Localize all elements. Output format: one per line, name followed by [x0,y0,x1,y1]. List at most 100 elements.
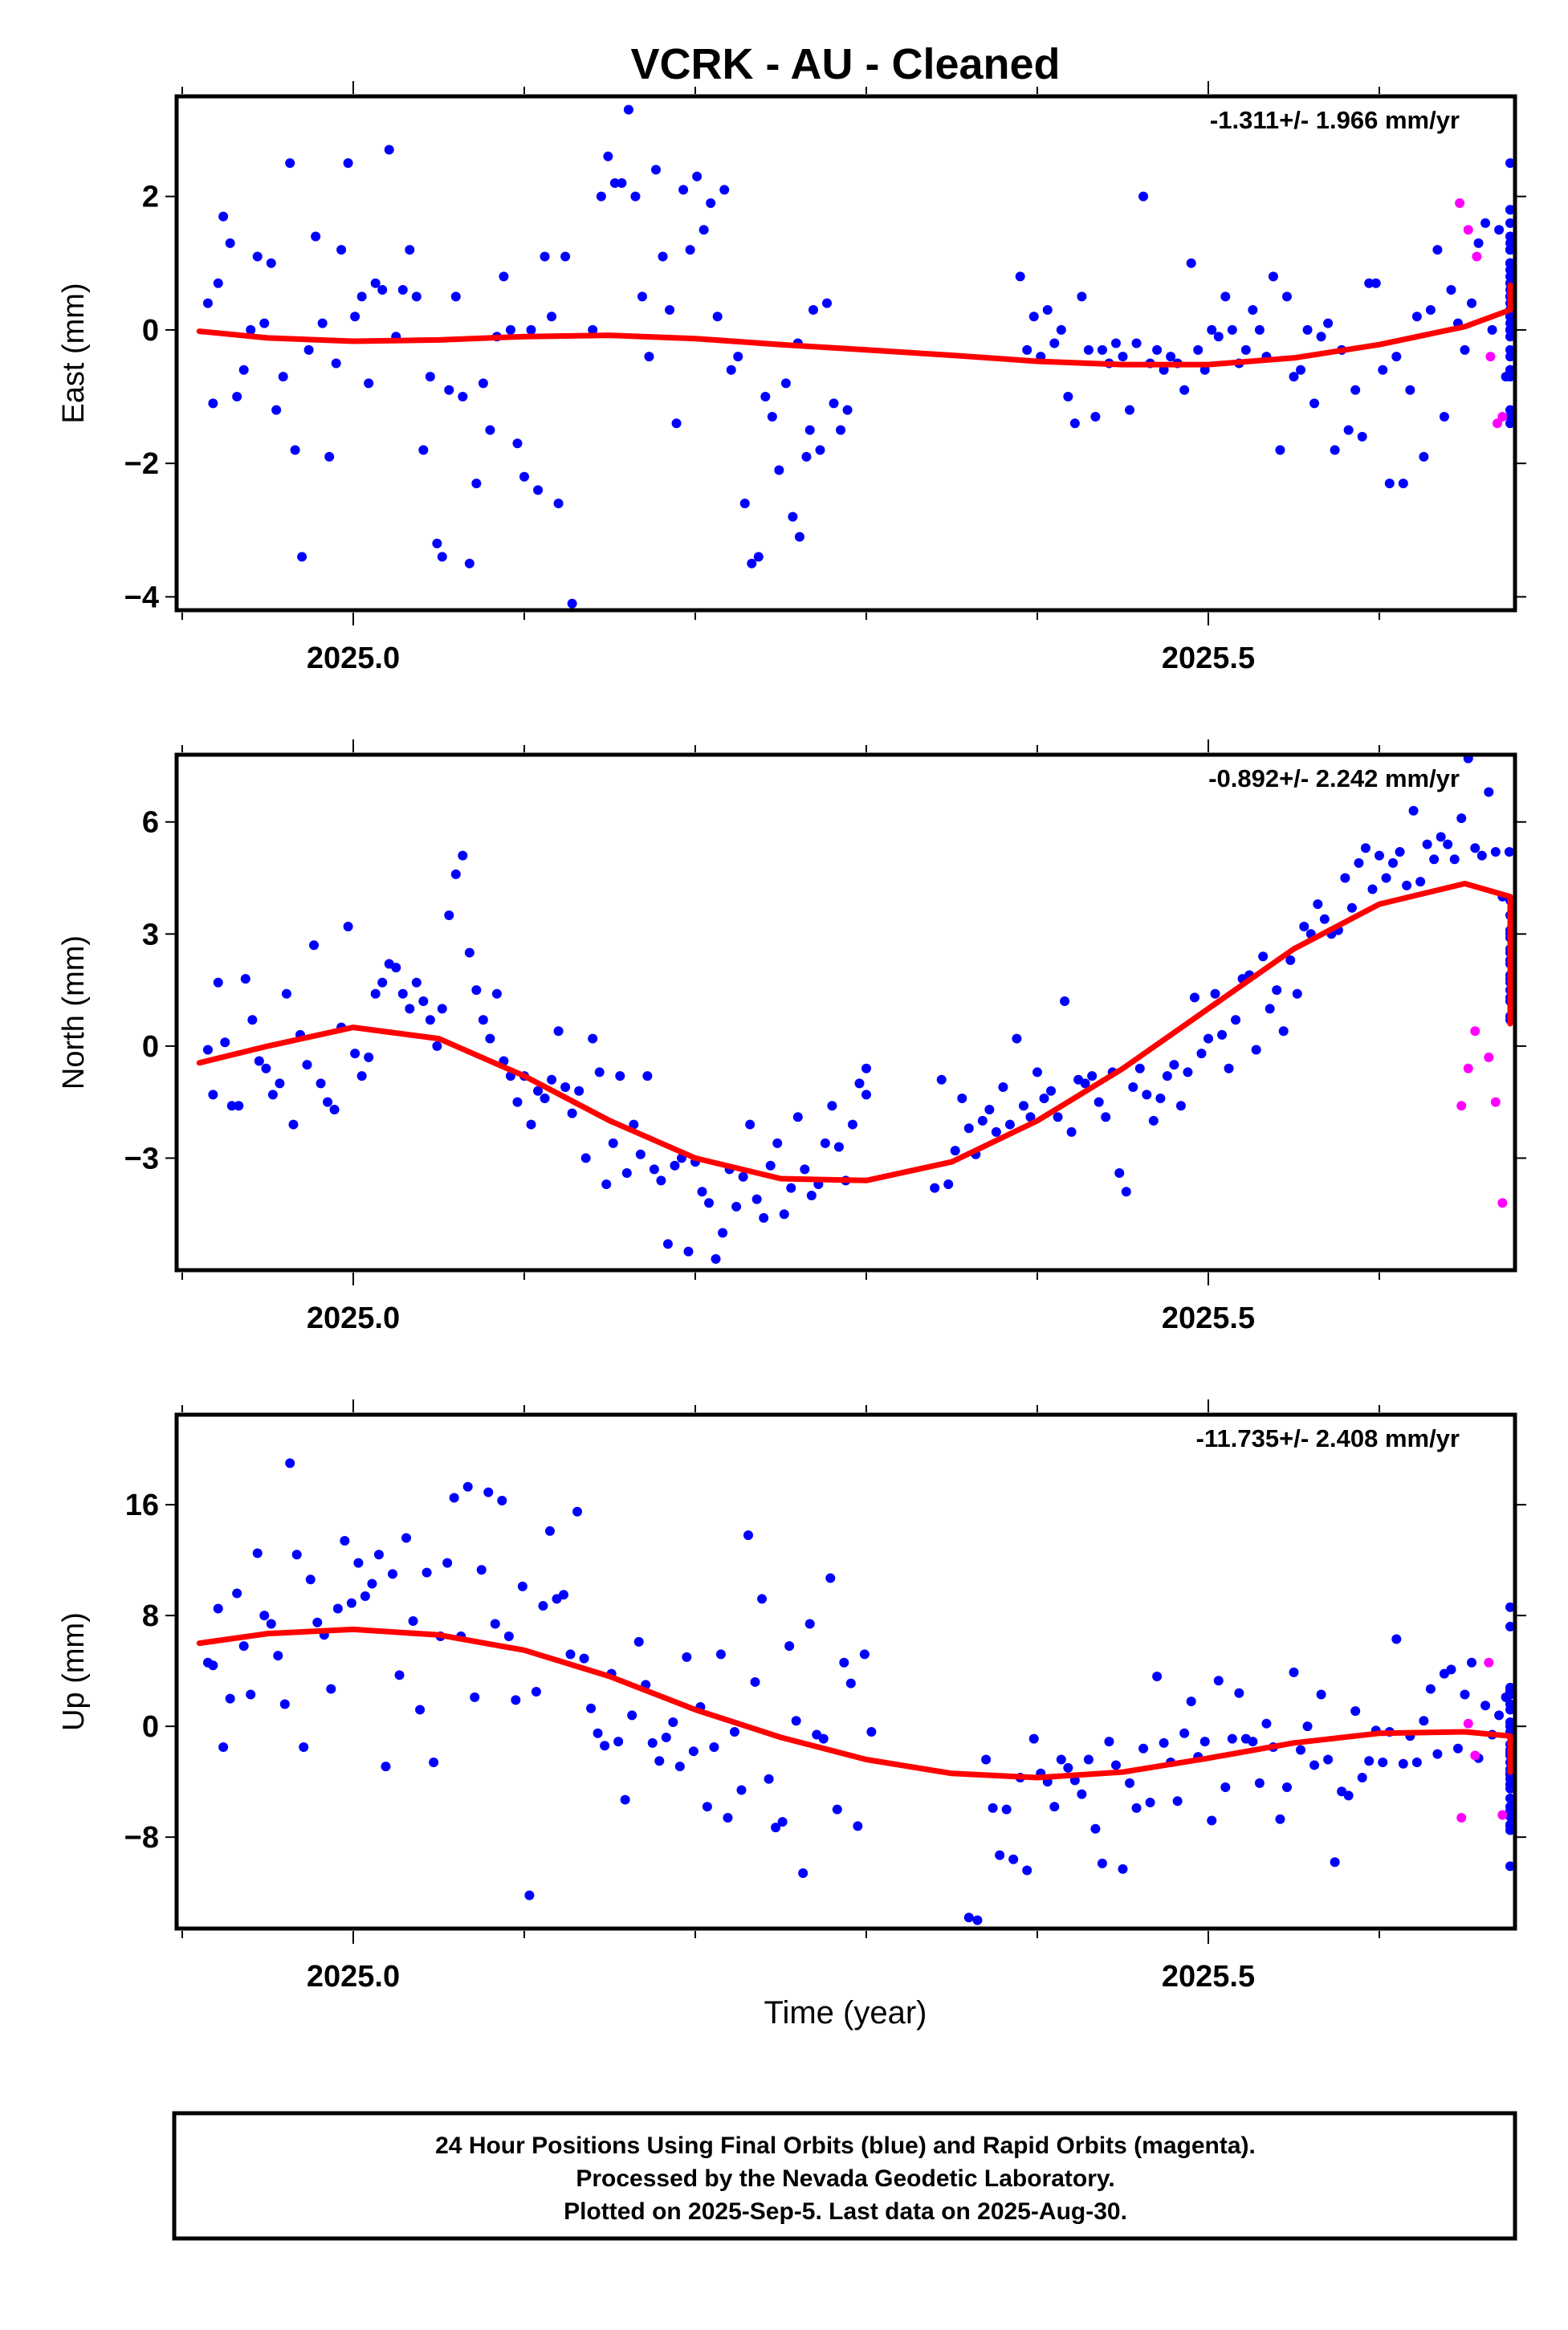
final-orbit-point [671,418,682,429]
final-orbit-point [1505,265,1515,275]
final-orbit-point [1012,1033,1022,1044]
final-orbit-point [1309,398,1320,409]
final-orbit-point [288,1119,299,1130]
final-orbit-point [751,1194,762,1204]
final-orbit-point [397,988,408,999]
final-orbit-point [1484,787,1494,797]
final-orbit-point [1490,846,1501,857]
final-orbit-point [565,1649,576,1660]
final-orbit-point [331,358,341,369]
final-orbit-point [303,344,314,355]
final-orbit-point [281,988,291,999]
final-orbit-point [1323,1754,1334,1765]
final-orbit-point [1425,1684,1436,1694]
final-orbit-point [792,1112,803,1122]
final-orbit-point [704,1198,715,1208]
final-orbit-point [1411,312,1422,322]
final-orbit-point [593,1728,603,1738]
final-orbit-point [963,1912,974,1923]
final-orbit-point [540,251,550,262]
final-orbit-point [544,1525,555,1536]
final-orbit-point [1432,245,1443,255]
rapid-orbit-point [1456,1101,1467,1111]
final-orbit-point [305,1574,316,1585]
final-orbit-point [1060,996,1070,1007]
final-orbit-point [957,1094,967,1103]
final-orbit-point [1281,291,1292,302]
final-orbit-point [836,425,846,435]
final-orbit-point [760,392,771,402]
final-orbit-point [1405,385,1415,395]
final-orbit-point [629,1119,639,1130]
rapid-orbit-point [1497,1198,1508,1208]
final-orbit-point [804,1619,815,1629]
final-orbit-point [842,405,853,415]
final-orbit-point [208,1090,218,1100]
final-orbit-point [1296,1745,1306,1755]
final-orbit-point [731,1201,742,1212]
final-orbit-point [698,225,709,235]
plot-frame [174,752,1517,1273]
final-orbit-point [218,1742,229,1753]
final-orbit-point [437,552,447,562]
footer-line-1: 24 Hour Positions Using Final Orbits (bl… [435,2132,1256,2159]
final-orbit-point [1022,1865,1032,1876]
final-orbit-point [1505,312,1515,322]
final-orbit-point [425,372,435,382]
final-orbit-point [1446,1664,1456,1675]
final-orbit-point [1128,1082,1138,1093]
final-orbit-point [861,1063,871,1073]
x-axis-label: Time (year) [764,1995,927,2031]
final-orbit-point [1357,431,1367,442]
final-orbit-point [651,165,662,175]
final-orbit-point [332,1603,343,1614]
final-orbit-point [1118,352,1128,362]
final-orbit-point [658,251,668,262]
final-orbit-point [998,1082,1008,1093]
final-orbit-point [1285,955,1296,965]
rapid-orbit-point [1497,411,1508,422]
final-orbit-point [458,392,468,402]
final-orbit-point [623,104,633,115]
final-orbit-point [833,1142,844,1152]
final-orbit-point [449,1493,459,1503]
final-orbit-point [394,1670,405,1680]
rapid-orbit-point [1470,1026,1480,1037]
final-orbit-point [1056,1754,1066,1765]
final-orbit-point [930,1183,940,1193]
final-orbit-point [553,499,564,509]
final-orbit-point [621,1168,632,1179]
final-orbit-point [1330,445,1340,455]
final-orbit-point [340,1535,350,1546]
y-tick-label: −3 [124,1142,159,1175]
final-orbit-point [476,1565,487,1575]
final-orbit-point [1207,324,1217,335]
final-orbit-point [478,378,488,389]
north-panel: 2025.0 2025.5 6 3 0 −3 North (mm) -0.892+/- 2.2… [57,739,1526,1335]
final-orbit-point [765,1160,776,1171]
x-tick-label: 2025.0 [307,642,400,675]
final-orbit-point [246,324,256,335]
final-orbit-point [408,1616,418,1627]
final-orbit-point [1505,1825,1515,1835]
final-orbit-point [1001,1804,1012,1815]
final-orbit-point [1118,1864,1128,1874]
final-orbit-point [674,1762,685,1772]
final-orbit-point [798,1868,808,1878]
final-orbit-point [630,191,641,202]
final-orbit-point [709,1742,719,1753]
final-orbit-point [324,451,335,462]
fit-curve [196,282,1513,368]
final-orbit-point [271,405,282,415]
final-orbit-point [1419,1716,1429,1726]
final-orbit-point [1354,857,1364,868]
final-orbit-point [649,1164,659,1175]
final-orbit-point [511,1695,521,1705]
final-orbit-point [1378,1757,1388,1767]
final-orbit-point [213,278,223,288]
final-orbit-point [1090,1823,1101,1834]
final-orbit-point [208,398,218,409]
final-orbit-point [654,1756,665,1766]
final-orbit-point [1292,988,1302,999]
final-orbit-point [458,850,468,861]
